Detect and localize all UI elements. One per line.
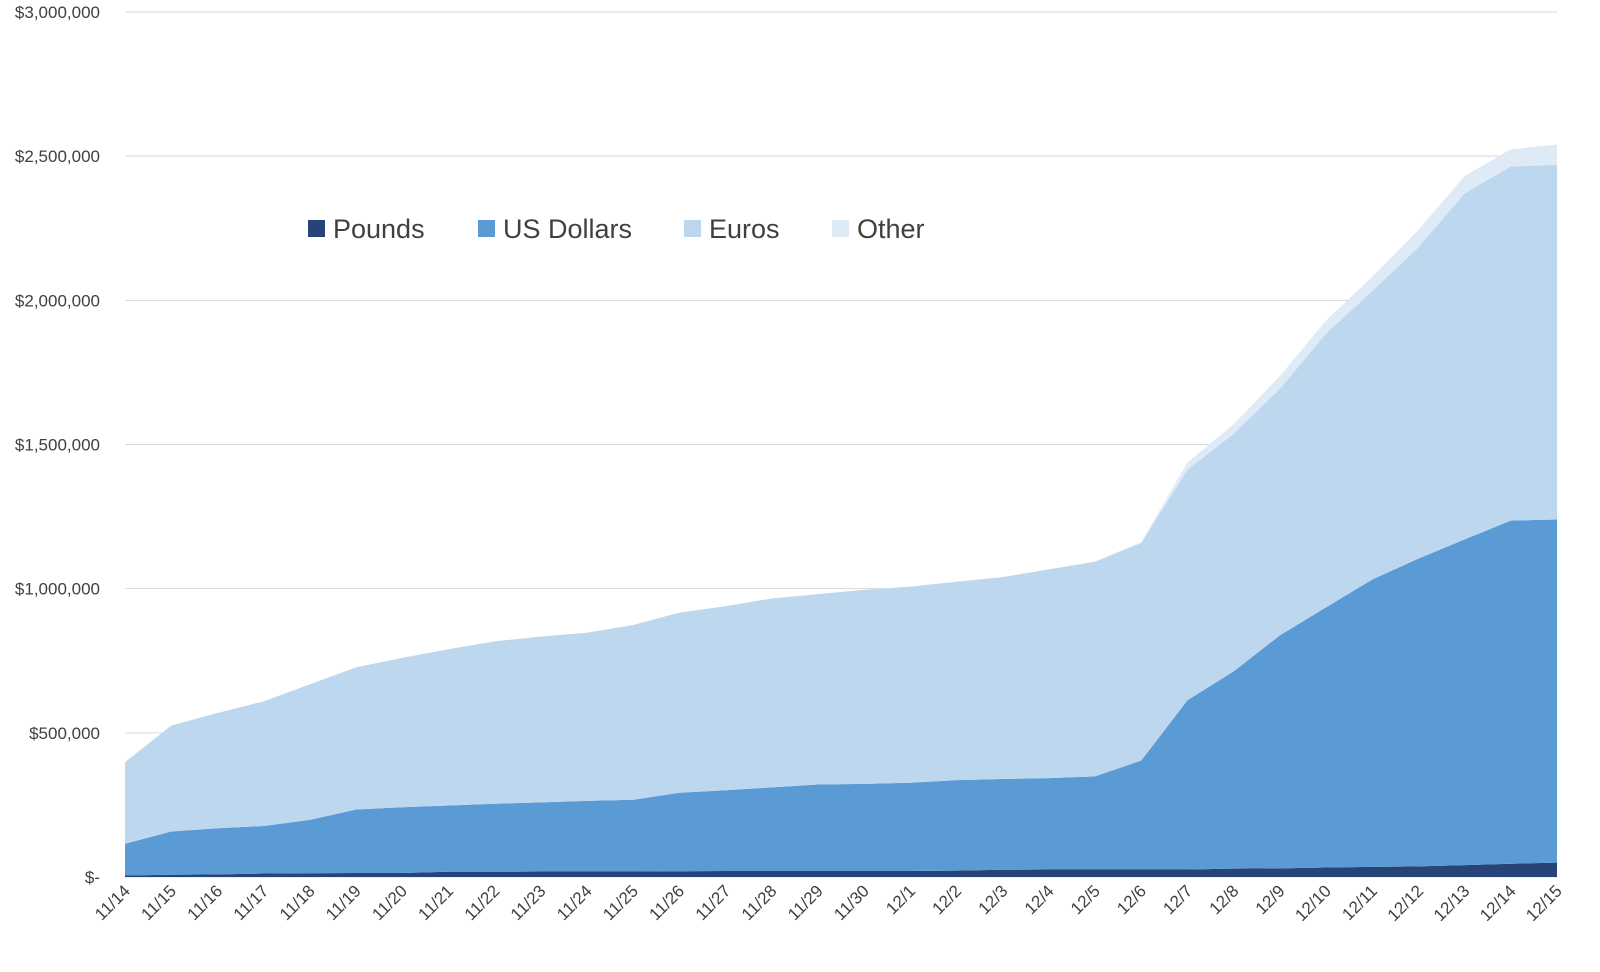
x-tick-label: 11/21 (415, 881, 458, 924)
legend-item-pounds: Pounds (308, 214, 425, 244)
y-tick-label: $1,500,000 (15, 436, 100, 455)
x-tick-label: 12/13 (1430, 881, 1474, 925)
x-tick-label: 11/28 (738, 881, 781, 924)
legend-label: Euros (709, 214, 780, 244)
legend-item-other: Other (832, 214, 925, 244)
x-tick-label: 11/19 (322, 881, 365, 924)
x-tick-label: 11/26 (646, 881, 689, 924)
area-series-euros (125, 164, 1557, 844)
x-tick-label: 12/5 (1067, 881, 1104, 918)
x-tick-label: 12/10 (1291, 881, 1335, 925)
x-tick-label: 11/16 (184, 881, 227, 924)
legend-swatch (832, 220, 849, 237)
x-tick-label: 11/23 (507, 881, 550, 924)
x-tick-label: 11/17 (230, 881, 273, 924)
y-tick-label: $1,000,000 (15, 580, 100, 599)
legend-swatch (684, 220, 701, 237)
x-tick-label: 11/22 (461, 881, 504, 924)
area-series-us-dollars (125, 519, 1557, 876)
x-tick-label: 12/3 (975, 881, 1012, 918)
y-tick-label: $- (85, 868, 100, 887)
x-tick-label: 11/24 (553, 881, 596, 924)
x-tick-label: 12/12 (1384, 881, 1428, 925)
y-tick-label: $3,000,000 (15, 3, 100, 22)
x-tick-label: 11/15 (137, 881, 180, 924)
legend-item-us-dollars: US Dollars (478, 214, 632, 244)
x-tick-label: 11/18 (276, 881, 319, 924)
x-tick-label: 11/30 (830, 881, 873, 924)
x-tick-label: 11/29 (784, 881, 827, 924)
legend-label: Other (857, 214, 925, 244)
x-tick-label: 12/9 (1252, 881, 1289, 918)
legend-item-euros: Euros (684, 214, 780, 244)
area-series-pounds (125, 862, 1557, 877)
x-tick-label: 12/11 (1338, 881, 1381, 924)
x-tick-label: 12/7 (1159, 881, 1196, 918)
x-tick-label: 11/20 (368, 881, 411, 924)
x-tick-label: 12/8 (1206, 881, 1243, 918)
legend-swatch (308, 220, 325, 237)
x-tick-label: 11/14 (91, 881, 134, 924)
x-tick-label: 12/15 (1522, 881, 1566, 925)
legend: Pounds US Dollars Euros Other (308, 214, 925, 244)
x-tick-label: 11/25 (599, 881, 642, 924)
y-tick-label: $2,000,000 (15, 291, 100, 310)
y-axis-tick-labels: $- $500,000 $1,000,000 $1,500,000 $2,000,000… (15, 3, 100, 887)
x-tick-label: 11/27 (692, 881, 735, 924)
legend-swatch (478, 220, 495, 237)
legend-label: Pounds (333, 214, 425, 244)
y-tick-label: $2,500,000 (15, 147, 100, 166)
x-tick-label: 12/6 (1113, 881, 1150, 918)
x-tick-label: 12/4 (1021, 881, 1058, 918)
x-tick-label: 12/2 (928, 881, 965, 918)
x-tick-label: 12/14 (1476, 881, 1520, 925)
y-tick-label: $500,000 (29, 724, 100, 743)
area-series-layer (125, 144, 1557, 877)
x-tick-label: 12/1 (882, 881, 919, 918)
legend-label: US Dollars (503, 214, 632, 244)
x-axis-tick-labels: 11/14 11/15 11/16 11/17 11/18 11/19 11/20 11/21… (91, 881, 1566, 925)
